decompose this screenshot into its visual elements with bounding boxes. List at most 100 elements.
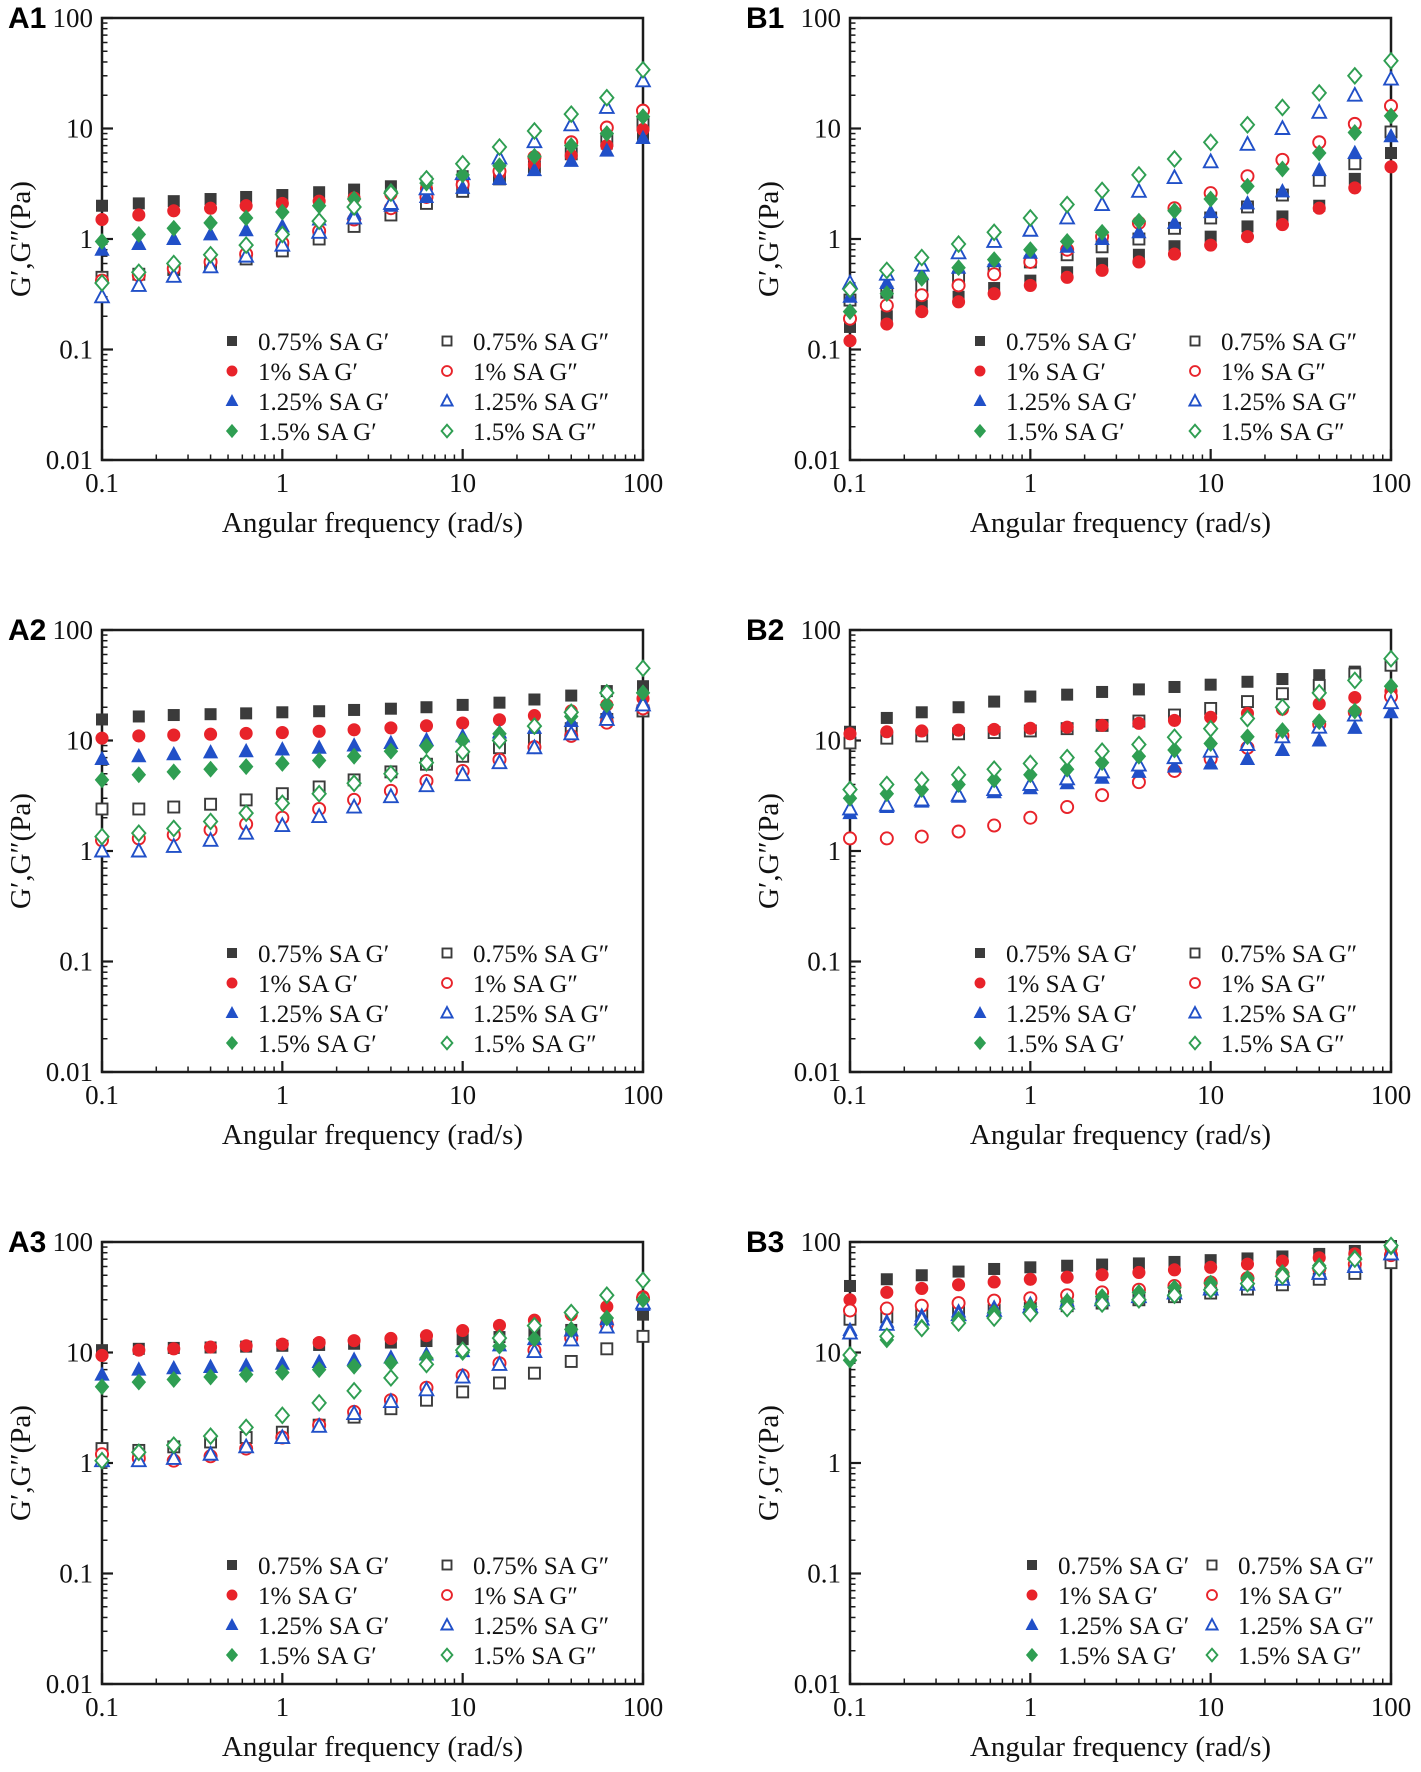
svg-text:1: 1	[828, 224, 842, 254]
data-point	[240, 707, 253, 720]
data-point	[311, 784, 327, 803]
data-point	[1094, 223, 1110, 241]
data-point	[456, 698, 469, 711]
data-point	[274, 225, 291, 244]
data-point	[1204, 1260, 1218, 1274]
data-point	[565, 689, 578, 702]
data-point	[132, 1343, 146, 1357]
data-point	[1024, 1261, 1037, 1274]
data-point	[346, 747, 362, 765]
data-point	[456, 1323, 470, 1338]
series-1-sa-g	[843, 684, 1398, 741]
legend-label-1-sa-g: 1% SA G″	[473, 1583, 578, 1610]
data-point	[418, 1380, 435, 1397]
data-point	[1274, 698, 1291, 717]
legend-marker-1-sa-g	[226, 977, 238, 989]
data-point	[950, 234, 967, 254]
data-point	[1274, 741, 1291, 757]
data-point	[94, 1451, 110, 1470]
data-point	[564, 1354, 578, 1368]
data-point	[842, 1345, 858, 1365]
data-point	[384, 1331, 398, 1346]
data-point	[130, 1443, 147, 1462]
data-point	[237, 1437, 255, 1454]
data-point	[1094, 1294, 1110, 1314]
data-point	[203, 1368, 218, 1386]
data-point	[167, 728, 181, 742]
data-point	[165, 254, 182, 273]
data-point	[987, 287, 1001, 301]
y-axis-title: G′,G″(Pa)	[753, 793, 785, 909]
data-point	[131, 1373, 147, 1391]
data-point	[526, 132, 543, 149]
svg-text:100: 100	[53, 1227, 94, 1257]
legend-label-1.25-sa-g: 1.25% SA G′	[258, 1001, 389, 1028]
data-point	[204, 201, 218, 215]
data-point	[598, 1286, 615, 1305]
data-point	[274, 741, 290, 756]
data-point	[95, 212, 109, 227]
data-point	[986, 760, 1002, 779]
legend-marker-1.25-sa-g	[225, 1617, 239, 1630]
legend-marker-1-sa-g	[1189, 977, 1201, 989]
data-point	[986, 1308, 1002, 1328]
legend-marker-1-sa-g	[974, 365, 986, 377]
panel-label-b1: B1	[746, 2, 785, 35]
legend-label-1.25-sa-g: 1.25% SA G′	[258, 389, 389, 416]
data-point	[527, 147, 542, 165]
data-point	[1059, 1299, 1075, 1318]
y-tick-labels: 0.01 0.1 1 10 100	[46, 1227, 93, 1699]
data-point	[202, 812, 219, 831]
data-point	[1023, 766, 1038, 784]
panel-a1: A1 0.1 1 10 100 0.01 0.1 1 10 100 Angular frequen…	[0, 0, 710, 612]
data-point	[1166, 214, 1183, 229]
data-point	[1310, 103, 1328, 119]
y-axis-title: G′,G″(Pa)	[5, 181, 37, 297]
legend-label-1.25-sa-g: 1.25% SA G″	[1221, 1001, 1357, 1028]
svg-text:100: 100	[53, 615, 94, 645]
svg-text:10: 10	[814, 1338, 841, 1368]
data-point	[454, 1340, 471, 1360]
data-point	[1274, 119, 1291, 135]
legend-label-1.5-sa-g: 1.5% SA G′	[258, 1031, 377, 1058]
data-point	[913, 1319, 930, 1338]
data-point	[635, 108, 651, 126]
data-point	[1022, 208, 1039, 228]
data-point	[1204, 678, 1217, 691]
svg-text:100: 100	[1371, 468, 1412, 498]
svg-text:0.1: 0.1	[807, 947, 841, 977]
data-point	[1166, 1286, 1183, 1305]
series-1-sa-g	[842, 98, 1399, 326]
data-point	[1382, 69, 1400, 86]
data-point	[94, 771, 110, 789]
legend-label-1-sa-g: 1% SA G′	[258, 359, 358, 386]
legend-marker-1.5-sa-g	[440, 1035, 454, 1051]
data-point	[132, 197, 145, 210]
legend-marker-1.25-sa-g	[1025, 1617, 1039, 1630]
data-point	[1131, 223, 1147, 239]
data-point	[346, 774, 362, 793]
svg-text:0.01: 0.01	[46, 1669, 93, 1699]
legend-label-1.5-sa-g: 1.5% SA G′	[1058, 1643, 1177, 1670]
data-point	[844, 1279, 856, 1292]
panel-a2: A2 0.1 1 10 100 0.01 0.1 1 10 100 Angular frequen…	[0, 612, 710, 1224]
data-point	[491, 170, 508, 185]
data-point	[1203, 190, 1218, 208]
legend-marker-1.25-sa-g	[1204, 1617, 1220, 1631]
data-point	[986, 223, 1002, 242]
data-point	[165, 1449, 183, 1465]
data-point	[274, 794, 291, 813]
data-point	[166, 1371, 182, 1388]
data-point	[418, 169, 435, 189]
data-point	[1023, 721, 1037, 735]
svg-text:1: 1	[276, 1080, 290, 1110]
data-point	[950, 1313, 967, 1333]
data-point	[563, 152, 579, 167]
svg-text:100: 100	[1371, 1080, 1412, 1110]
svg-text:0.01: 0.01	[794, 1669, 841, 1699]
data-point	[310, 1416, 328, 1433]
data-point	[599, 125, 615, 143]
data-point	[1059, 195, 1075, 214]
legend: 0.75% SA G′ 0.75% SA G″ 1% SA G′ 1% SA G″ 1.…	[225, 1553, 609, 1670]
